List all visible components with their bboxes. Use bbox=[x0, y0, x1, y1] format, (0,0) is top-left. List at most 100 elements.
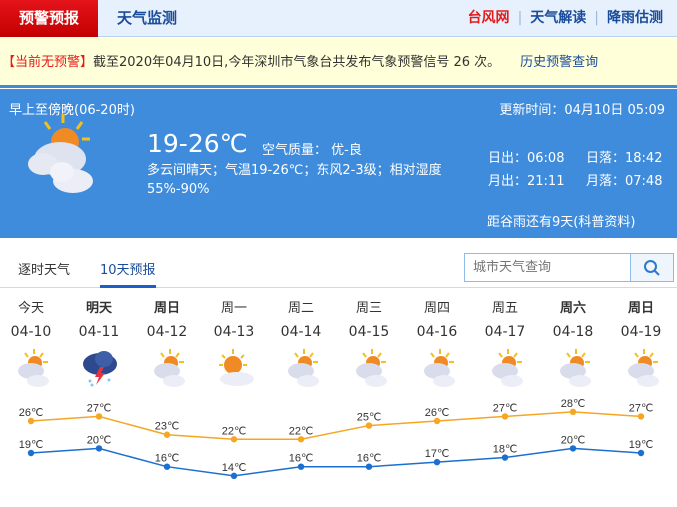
low-temp-point bbox=[95, 445, 103, 452]
date-label: 04-16 bbox=[416, 324, 458, 340]
city-search bbox=[464, 253, 674, 282]
low-temp-point bbox=[637, 449, 645, 457]
alert-status: 【当前无预警】 bbox=[2, 55, 94, 70]
forecast-tabs: 逐时天气 10天预报 bbox=[0, 245, 677, 288]
low-temp-point bbox=[501, 454, 509, 461]
partly-cloudy-icon bbox=[492, 349, 523, 387]
top-links: 台风网 | 天气解读 | 降雨估测 bbox=[468, 0, 663, 37]
high-temp-label: 22℃ bbox=[222, 425, 247, 437]
low-temp-label: 14℃ bbox=[222, 462, 247, 474]
history-alert-link[interactable]: 历史预警查询 bbox=[520, 55, 599, 70]
day-label: 周四 bbox=[423, 301, 450, 316]
high-temp-label: 27℃ bbox=[87, 402, 112, 414]
update-time: 更新时间：04月10日 05:09 bbox=[499, 103, 665, 118]
partly-cloudy-icon bbox=[18, 349, 49, 387]
low-temp-point bbox=[297, 463, 305, 470]
day-label: 周一 bbox=[220, 301, 247, 316]
rain-estimate-link[interactable]: 降雨估测 bbox=[607, 10, 663, 26]
day-label: 今天 bbox=[17, 301, 44, 316]
period-label: 早上至傍晚(06-20时) bbox=[9, 103, 135, 118]
low-temp-label: 20℃ bbox=[87, 434, 112, 446]
city-search-input[interactable] bbox=[465, 254, 631, 281]
search-icon bbox=[644, 259, 660, 276]
divider: | bbox=[594, 10, 599, 26]
partly-cloudy-icon bbox=[560, 349, 591, 387]
high-temp-point bbox=[569, 408, 577, 416]
solar-term-link[interactable]: 距谷雨还有9天(科普资料) bbox=[487, 215, 636, 230]
date-label: 04-12 bbox=[146, 324, 188, 340]
tab-warning-forecast[interactable]: 预警预报 bbox=[0, 0, 98, 37]
date-label: 04-17 bbox=[484, 324, 526, 340]
high-temp-point bbox=[163, 431, 171, 438]
low-temp-point bbox=[365, 463, 373, 470]
day-label: 周二 bbox=[287, 301, 314, 316]
high-temp-point bbox=[297, 436, 305, 443]
day-label: 明天 bbox=[85, 301, 112, 316]
partly-cloudy-icon bbox=[628, 349, 659, 387]
sunny-cloudy-icon bbox=[219, 349, 254, 386]
low-temp-point bbox=[230, 472, 238, 480]
high-temp-label: 23℃ bbox=[155, 421, 180, 433]
partly-cloudy-icon bbox=[288, 349, 319, 387]
high-temp-label: 28℃ bbox=[561, 398, 586, 410]
thunderstorm-icon bbox=[83, 351, 117, 387]
low-temp-line bbox=[30, 447, 642, 477]
date-label: 04-19 bbox=[620, 324, 662, 340]
high-temp-label: 26℃ bbox=[19, 407, 44, 419]
air-quality: 空气质量： 优-良 bbox=[262, 143, 362, 158]
date-label: 04-18 bbox=[552, 324, 594, 340]
temperature-chart: 26℃ 27℃ 23℃ 22℃ 22℃ 25℃ 26℃ 27℃ 28℃ 27℃ 19℃ 20℃ 16℃ 1… bbox=[19, 398, 654, 480]
high-temp-point bbox=[637, 413, 645, 420]
low-temp-label: 18℃ bbox=[493, 444, 518, 456]
low-temp-label: 20℃ bbox=[561, 434, 586, 446]
date-label: 04-15 bbox=[348, 324, 390, 340]
alert-text: 截至2020年04月10日,今年深圳市气象台共发布气象预警信号 26 次。 bbox=[93, 55, 501, 70]
low-temp-label: 16℃ bbox=[155, 453, 180, 465]
low-temp-point bbox=[433, 458, 441, 466]
weather-analysis-link[interactable]: 天气解读 bbox=[530, 10, 587, 26]
tab-weather-monitor[interactable]: 天气监测 bbox=[117, 9, 178, 27]
sunset: 日落：18:42 bbox=[586, 151, 663, 166]
high-temp-label: 27℃ bbox=[629, 402, 654, 414]
high-temp-line bbox=[30, 411, 642, 441]
day-label: 周日 bbox=[627, 301, 654, 316]
weather-description: 多云间晴天；气温19-26℃；东风2-3级；相对湿度55%-90% bbox=[147, 163, 442, 197]
low-temp-label: 16℃ bbox=[289, 453, 314, 465]
alert-bar: 【当前无预警】截至2020年04月10日,今年深圳市气象台共发布气象预警信号 2… bbox=[0, 38, 677, 88]
low-temp-label: 19℃ bbox=[629, 439, 654, 451]
temperature-range: 19-26℃ bbox=[147, 129, 248, 158]
search-button[interactable] bbox=[630, 254, 673, 281]
day-label: 周六 bbox=[559, 301, 586, 316]
partly-cloudy-icon bbox=[356, 349, 387, 387]
tab-hourly[interactable]: 逐时天气 bbox=[18, 263, 71, 278]
date-label: 04-14 bbox=[280, 324, 322, 340]
high-temp-point bbox=[95, 413, 103, 420]
low-temp-point bbox=[27, 449, 35, 457]
high-temp-label: 25℃ bbox=[357, 412, 382, 424]
high-temp-label: 22℃ bbox=[289, 425, 314, 437]
high-temp-point bbox=[501, 413, 509, 420]
typhoon-link[interactable]: 台风网 bbox=[467, 10, 510, 26]
top-nav: 预警预报 天气监测 台风网 | 天气解读 | 降雨估测 bbox=[0, 0, 677, 37]
moonset: 月落：07:48 bbox=[586, 174, 663, 189]
low-temp-label: 16℃ bbox=[357, 453, 382, 465]
high-temp-label: 27℃ bbox=[493, 402, 518, 414]
day-label: 周三 bbox=[355, 301, 382, 316]
low-temp-point bbox=[569, 445, 577, 452]
tab-ten-day[interactable]: 10天预报 bbox=[100, 259, 156, 288]
day-label: 周五 bbox=[491, 301, 518, 316]
low-temp-label: 17℃ bbox=[425, 448, 450, 460]
high-temp-point bbox=[27, 417, 35, 425]
today-panel: 早上至傍晚(06-20时) 更新时间：04月10日 05:09 19-26℃ 空… bbox=[0, 89, 677, 238]
high-temp-point bbox=[365, 422, 373, 429]
low-temp-label: 19℃ bbox=[19, 439, 44, 451]
partly-cloudy-icon bbox=[424, 349, 455, 387]
day-label: 周日 bbox=[153, 301, 180, 316]
date-label: 04-11 bbox=[78, 324, 120, 340]
moonrise: 月出：21:11 bbox=[488, 174, 565, 189]
high-temp-label: 26℃ bbox=[425, 407, 450, 419]
high-temp-point bbox=[230, 436, 238, 443]
sunrise: 日出：06:08 bbox=[488, 151, 565, 166]
partly-cloudy-icon bbox=[28, 114, 93, 193]
low-temp-point bbox=[163, 463, 171, 470]
